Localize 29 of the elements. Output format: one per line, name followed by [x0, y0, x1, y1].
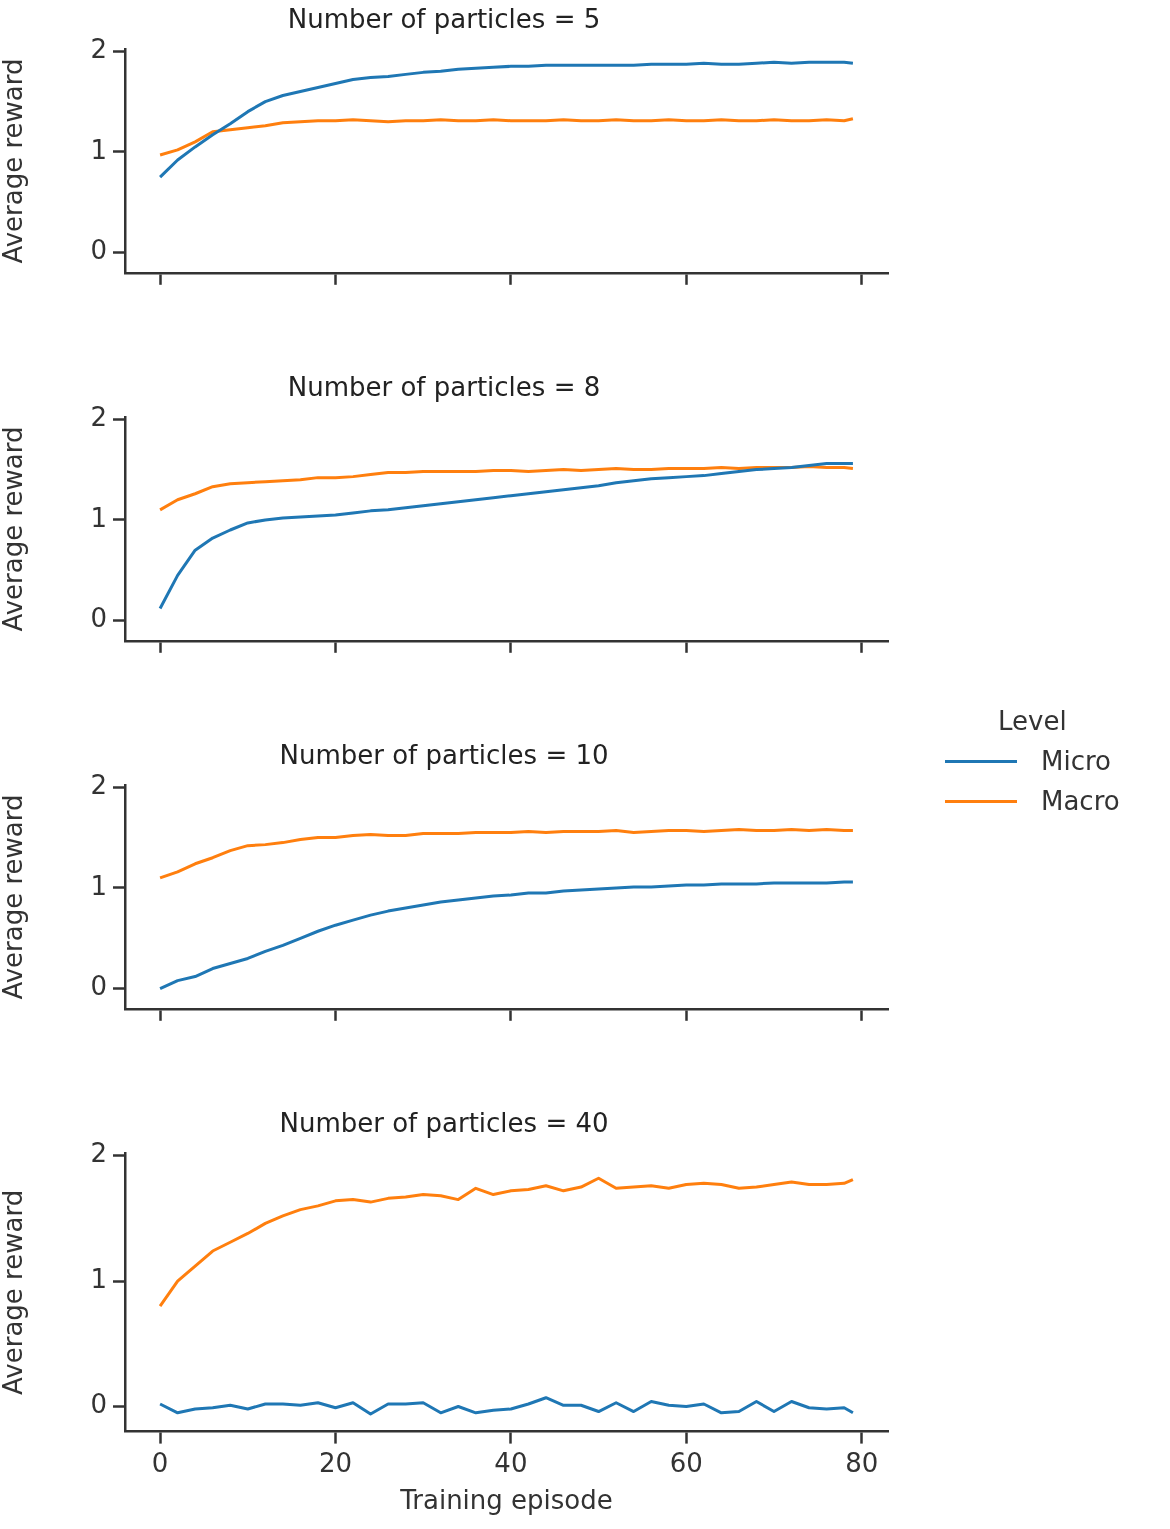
- chart-title: Number of particles = 8: [287, 372, 601, 403]
- y-tick-label: 1: [90, 1263, 107, 1294]
- y-tick-label: 0: [90, 603, 107, 634]
- y-axis-title: Average reward: [0, 58, 29, 264]
- y-tick-label: 2: [90, 1138, 107, 1169]
- legend-label: Micro: [1041, 746, 1111, 776]
- y-tick-label: 1: [90, 870, 107, 901]
- y-tick-label: 0: [90, 1389, 107, 1420]
- legend-title: Level: [997, 706, 1068, 736]
- y-tick-label: 0: [90, 971, 107, 1002]
- y-tick-label: 0: [90, 235, 107, 266]
- x-tick-label: 60: [669, 1447, 703, 1478]
- y-tick-label: 2: [90, 33, 107, 64]
- legend-label: Macro: [1041, 786, 1120, 816]
- x-tick-label: 0: [151, 1447, 169, 1478]
- y-tick-label: 1: [90, 134, 107, 165]
- chart-title: Number of particles = 5: [287, 4, 601, 35]
- y-tick-label: 2: [90, 401, 107, 432]
- x-tick-label: 20: [318, 1447, 353, 1478]
- y-axis-title: Average reward: [0, 794, 29, 1000]
- chart-title: Number of particles = 40: [279, 1108, 609, 1139]
- y-axis-title: Average reward: [0, 1189, 29, 1395]
- y-tick-label: 1: [90, 502, 107, 533]
- y-axis-title: Average reward: [0, 426, 29, 632]
- x-tick-label: 40: [494, 1447, 528, 1478]
- x-tick-label: 80: [845, 1447, 879, 1478]
- chart-title: Number of particles = 10: [279, 740, 609, 771]
- y-tick-label: 2: [90, 769, 107, 800]
- x-axis-title: Training episode: [399, 1485, 613, 1516]
